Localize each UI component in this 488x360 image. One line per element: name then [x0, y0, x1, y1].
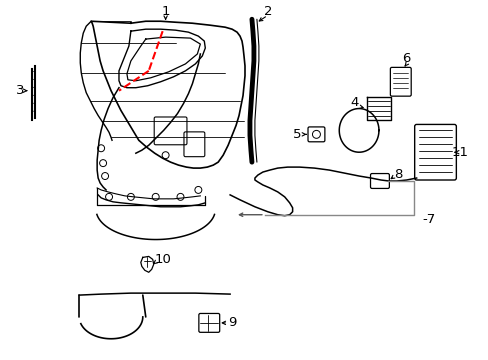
Text: -7: -7	[421, 213, 434, 226]
Text: 8: 8	[394, 167, 402, 181]
Text: 5: 5	[293, 128, 301, 141]
Text: 9: 9	[227, 316, 236, 329]
Text: 10: 10	[154, 253, 171, 266]
Text: 3: 3	[16, 84, 24, 97]
Text: 6: 6	[402, 53, 410, 66]
Text: 2: 2	[263, 5, 271, 18]
Text: 11: 11	[451, 146, 468, 159]
Text: 4: 4	[349, 96, 358, 109]
Text: 1: 1	[161, 5, 169, 18]
